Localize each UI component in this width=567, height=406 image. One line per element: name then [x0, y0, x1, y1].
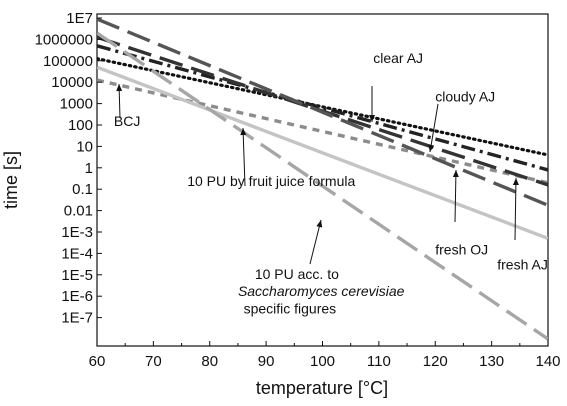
y-tick-label: 100000 — [43, 53, 93, 70]
y-tick-label: 1E-7 — [61, 310, 93, 327]
annotation-arrowhead-5 — [452, 170, 459, 178]
x-axis: 60 70 80 90 100 110 120 130 140 — [89, 341, 561, 370]
x-tick-label: 60 — [89, 353, 106, 370]
annotation-pointer-4 — [242, 127, 246, 187]
annotation-arrowhead-3 — [116, 84, 123, 92]
x-tick-label: 100 — [310, 353, 335, 370]
annotation-arrowhead-2 — [428, 144, 435, 152]
x-tick-label: 90 — [258, 353, 275, 370]
y-tick-label: 1E-6 — [61, 288, 93, 305]
y-tick-label: 1 — [85, 160, 93, 177]
annotation-label-4: 10 PU by fruit juice formula — [187, 173, 355, 189]
y-tick-label: 0.1 — [72, 181, 93, 198]
x-tick-label: 110 — [367, 353, 391, 370]
y-tick-label: 1000000 — [35, 31, 93, 48]
x-tick-label: 70 — [145, 353, 162, 370]
y-axis-title: time [s] — [1, 151, 21, 209]
series-line-5 — [97, 17, 548, 207]
annotation-label-9: specific figures — [244, 300, 337, 316]
annotation-label-8: Saccharomyces cerevisiae — [238, 283, 405, 299]
x-tick-label: 120 — [423, 353, 448, 370]
annotation-pointer-7 — [309, 219, 322, 265]
y-axis: 1E7 1000000 100000 10000 1000 100 10 1 0.1 0.01 1E… — [35, 10, 102, 327]
series-line-3 — [97, 44, 548, 172]
x-tick-label: 140 — [535, 353, 560, 370]
x-tick-label: 130 — [479, 353, 504, 370]
annotation-label-1: clear AJ — [373, 50, 423, 66]
y-tick-label: 10 — [76, 138, 93, 155]
annotation-pointer-6 — [514, 177, 517, 241]
x-tick-label: 80 — [201, 353, 218, 370]
y-tick-label: 1000 — [60, 96, 93, 113]
y-tick-label: 1E7 — [66, 10, 93, 27]
annotation-arrowhead-6 — [512, 178, 519, 186]
series-line-6 — [97, 65, 548, 241]
y-tick-label: 1E-4 — [61, 245, 93, 262]
annotation-label-3: BCJ — [114, 113, 140, 129]
annotation-pointer-5 — [454, 169, 457, 223]
annotation-label-7: 10 PU acc. to — [255, 266, 339, 282]
annotation-pointer-2 — [429, 103, 439, 153]
series-layer — [97, 17, 548, 341]
annotation-label-2: cloudy AJ — [435, 88, 495, 104]
y-tick-label: 10000 — [51, 74, 93, 91]
annotation-label-5: fresh OJ — [435, 241, 488, 257]
y-tick-label: 100 — [68, 117, 93, 134]
series-line-7 — [97, 31, 548, 341]
x-axis-title: temperature [°C] — [256, 378, 388, 398]
plot-area — [96, 13, 549, 347]
y-tick-label: 0.01 — [64, 203, 93, 220]
annotation-arrowhead-7 — [316, 220, 323, 228]
annotation-arrowhead-1 — [369, 115, 375, 122]
annotation-arrowhead-4 — [240, 128, 247, 136]
annotation-layer: clear AJ cloudy AJ BCJ 10 PU by fruit juice… — [114, 50, 548, 316]
annotation-label-6: fresh AJ — [497, 256, 548, 272]
y-tick-label: 1E-5 — [61, 267, 93, 284]
series-line-2 — [97, 57, 548, 157]
y-tick-label: 1E-3 — [61, 224, 93, 241]
